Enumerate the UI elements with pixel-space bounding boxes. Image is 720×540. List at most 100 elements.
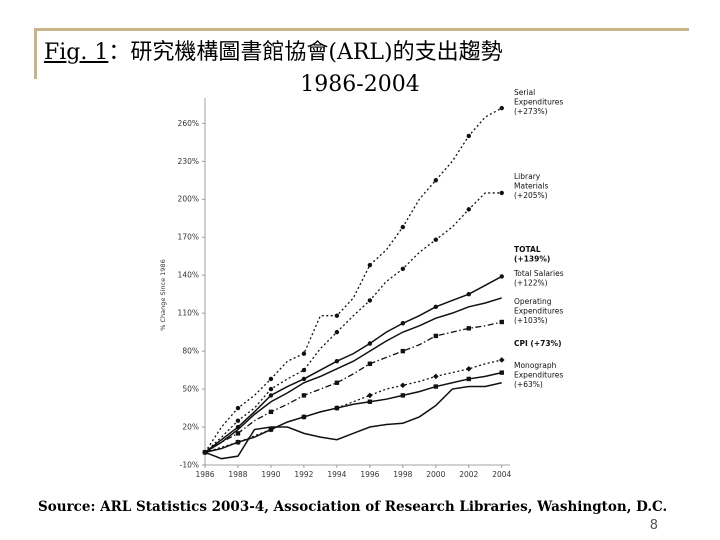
y-tick-label: 200% bbox=[178, 195, 199, 204]
x-tick-label: 1994 bbox=[327, 470, 346, 479]
data-point bbox=[466, 207, 471, 212]
title-years: 1986-2004 bbox=[300, 72, 420, 97]
title-frame bbox=[34, 28, 689, 79]
data-point bbox=[400, 393, 406, 398]
data-point bbox=[268, 393, 274, 398]
series-line bbox=[204, 192, 502, 453]
series-line bbox=[204, 107, 503, 453]
data-point bbox=[301, 393, 307, 398]
figure-label: Fig. 1 bbox=[44, 40, 109, 65]
data-point bbox=[466, 133, 471, 139]
data-point bbox=[367, 262, 373, 268]
data-point bbox=[334, 405, 340, 411]
data-point bbox=[499, 319, 504, 325]
legend-layer: Serial Expenditures (+273%) Library Material… bbox=[513, 88, 564, 389]
data-point bbox=[466, 291, 471, 297]
y-tick-label: 20% bbox=[182, 423, 199, 432]
data-point bbox=[433, 304, 439, 310]
x-tick-label: 2002 bbox=[459, 470, 478, 479]
data-point bbox=[301, 351, 307, 356]
data-point bbox=[433, 384, 439, 389]
series-4 bbox=[204, 297, 502, 453]
data-point bbox=[334, 329, 340, 335]
data-point bbox=[466, 376, 471, 382]
data-point bbox=[367, 392, 373, 399]
data-point bbox=[367, 361, 373, 366]
data-point bbox=[433, 178, 439, 183]
data-point bbox=[498, 357, 505, 363]
data-point bbox=[400, 382, 406, 389]
y-tick-label: -10% bbox=[180, 461, 199, 470]
data-point bbox=[400, 348, 406, 354]
series-5 bbox=[202, 319, 504, 455]
data-point bbox=[235, 405, 241, 411]
x-tick-label: 2000 bbox=[426, 470, 445, 479]
y-tick-label: 50% bbox=[182, 385, 199, 394]
data-point bbox=[433, 373, 439, 380]
y-tick-label: 80% bbox=[182, 347, 199, 356]
data-point bbox=[235, 431, 241, 436]
data-point bbox=[235, 418, 241, 423]
data-point bbox=[301, 414, 307, 420]
data-point bbox=[433, 237, 439, 242]
y-tick-label: 140% bbox=[178, 271, 199, 280]
series-line bbox=[204, 275, 503, 453]
data-point bbox=[301, 367, 307, 373]
x-tick-label: 1996 bbox=[360, 470, 379, 479]
page-number: 8 bbox=[649, 518, 658, 533]
x-tick-label: 1990 bbox=[261, 470, 280, 479]
y-tick-label: 230% bbox=[178, 157, 199, 166]
series-1 bbox=[202, 105, 504, 455]
series-8 bbox=[204, 382, 502, 460]
series-line bbox=[204, 382, 502, 460]
legend-label: Total Salaries (+122%) bbox=[513, 269, 564, 288]
slide-title: Fig. 1：研究機構圖書館協會(ARL)的支出趨勢 bbox=[44, 34, 503, 66]
data-point bbox=[367, 341, 373, 346]
x-tick-label: 1998 bbox=[393, 470, 412, 479]
data-point bbox=[499, 105, 504, 111]
data-point bbox=[334, 359, 340, 364]
data-point bbox=[268, 427, 274, 432]
data-point bbox=[367, 298, 373, 303]
data-point bbox=[268, 376, 274, 382]
data-point bbox=[400, 224, 406, 230]
series-layer bbox=[202, 105, 505, 460]
data-point bbox=[465, 366, 472, 372]
data-point bbox=[499, 274, 504, 279]
data-point bbox=[466, 326, 471, 331]
series-line bbox=[204, 371, 502, 454]
series-3 bbox=[202, 274, 504, 455]
data-point bbox=[400, 321, 406, 326]
legend-label: Serial Expenditures (+273%) bbox=[514, 88, 563, 116]
source-caption: Source: ARL Statistics 2003-4, Associati… bbox=[38, 499, 668, 515]
legend-label: TOTAL (+139%) bbox=[514, 245, 550, 264]
data-point bbox=[235, 440, 241, 445]
series-2 bbox=[202, 190, 504, 455]
x-tick-label: 1986 bbox=[195, 470, 214, 479]
data-point bbox=[334, 380, 340, 385]
expenditure-line-chart: -10% 20% 50% 80% 110% 140% 170% 200% 230% 260% 19… bbox=[159, 88, 564, 479]
y-tick-label: 260% bbox=[178, 119, 199, 128]
data-point bbox=[367, 399, 373, 404]
data-point bbox=[499, 190, 504, 196]
data-point bbox=[301, 376, 307, 382]
data-point bbox=[268, 386, 274, 392]
legend-label: Monograph Expenditures (+63%) bbox=[514, 361, 563, 389]
series-7 bbox=[202, 370, 504, 455]
series-line bbox=[204, 297, 502, 453]
x-tick-label: 2004 bbox=[492, 470, 511, 479]
y-tick-label: 170% bbox=[178, 233, 199, 242]
y-axis: -10% 20% 50% 80% 110% 140% 170% 200% 230% 260% bbox=[178, 98, 206, 470]
legend-label: Library Materials (+205%) bbox=[514, 172, 548, 200]
data-point bbox=[433, 333, 439, 339]
title-main: ：研究機構圖書館協會(ARL)的支出趨勢 bbox=[108, 40, 503, 65]
data-point bbox=[334, 313, 340, 318]
data-point bbox=[268, 409, 274, 415]
x-axis: 1986 1988 1990 1992 1994 1996 1998 2000 2002 2004 bbox=[195, 464, 512, 479]
data-point bbox=[499, 370, 504, 375]
y-tick-label: 110% bbox=[178, 309, 199, 318]
legend-label: CPI (+73%) bbox=[514, 339, 562, 348]
x-tick-label: 1988 bbox=[228, 470, 247, 479]
x-tick-label: 1992 bbox=[294, 470, 313, 479]
y-axis-label: % Change Since 1986 bbox=[159, 259, 167, 330]
